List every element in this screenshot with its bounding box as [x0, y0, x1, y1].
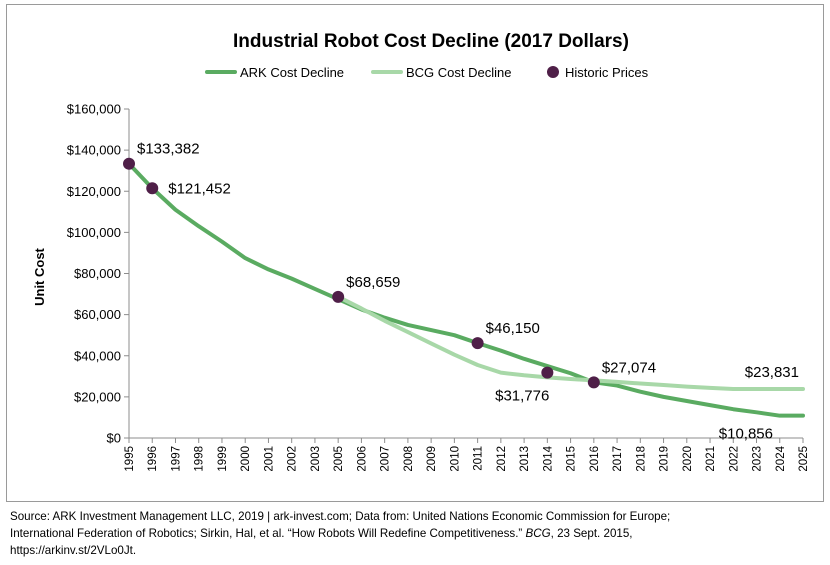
ark-cost-declineline: [127, 161, 805, 418]
source-line-2-date: , 23 Sept. 2015,: [550, 527, 633, 540]
x-tick-label: 2008: [403, 446, 415, 472]
y-axis-title: Unit Cost: [32, 247, 47, 305]
data-label: $27,074: [602, 359, 656, 376]
x-tick-label: 2002: [287, 446, 299, 472]
x-tick-label: 2010: [449, 446, 461, 472]
source-line-3: https://arkinv.st/2VLo0Jt.: [10, 544, 137, 557]
y-tick-label: $20,000: [74, 389, 121, 404]
source-line-1: Source: ARK Investment Management LLC, 2…: [10, 510, 671, 523]
x-tick-label: 2012: [496, 446, 508, 472]
data-labels-layer: $133,382 $121,452 $68,659 $46,150 $31,776 $27…: [137, 141, 799, 443]
data-label: $68,659: [346, 274, 400, 291]
x-tick-label: 2013: [519, 446, 531, 472]
y-tick-label: $140,000: [67, 143, 121, 158]
x-tick-label: 2019: [659, 446, 671, 472]
x-tick-label: 2025: [798, 446, 810, 472]
data-label: $121,452: [168, 180, 231, 197]
x-tick-label: 2020: [682, 446, 694, 472]
legend-label: ARK Cost Decline: [240, 65, 344, 80]
y-tick-label: $160,000: [67, 102, 121, 117]
x-tick-label: 2011: [473, 446, 485, 471]
historic-price-marker: [123, 157, 135, 170]
x-tick-label: 2005: [333, 446, 345, 472]
x-tick-label: 1995: [124, 446, 136, 472]
legend-label: Historic Prices: [565, 65, 649, 80]
x-tick-label: 2017: [612, 446, 624, 472]
y-tick-label: $0: [107, 431, 121, 446]
y-tick-label: $40,000: [74, 348, 121, 363]
x-tick-label: 2003: [310, 446, 322, 472]
y-tick-label: $100,000: [67, 225, 121, 240]
chart-title: Industrial Robot Cost Decline (2017 Doll…: [233, 31, 629, 52]
source-note: Source: ARK Investment Management LLC, 2…: [10, 508, 820, 559]
y-axis: $0 $20,000 $40,000 $60,000 $80,000 $100,000 $1…: [67, 102, 130, 446]
data-label: $31,776: [495, 388, 549, 405]
x-tick-label: 2024: [775, 445, 787, 471]
x-tick-label: 2001: [263, 446, 275, 472]
historic-price-marker: [587, 376, 600, 389]
x-tick-label: 2021: [705, 446, 717, 472]
x-tick-label: 2014: [542, 445, 554, 471]
legend-swatch: [547, 66, 559, 78]
historic-price-marker: [146, 182, 159, 195]
x-tick-label: 1999: [217, 446, 229, 472]
x-tick-label: 2000: [240, 446, 252, 472]
data-label: $23,831: [745, 364, 799, 381]
data-label: $10,856: [719, 426, 773, 443]
data-label: $46,150: [486, 320, 540, 337]
historic-price-marker: [541, 366, 554, 379]
x-tick-label: 2023: [752, 446, 764, 472]
x-tick-label: 2022: [728, 446, 740, 472]
x-tick-label: 2006: [356, 446, 368, 472]
legend: ARK Cost Decline BCG Cost Decline Historic…: [205, 65, 649, 80]
markers-layer: [123, 157, 600, 389]
x-tick-label: 1996: [147, 446, 159, 472]
x-tick-label: 2018: [635, 446, 647, 472]
x-axis: 1995 1996 1997 1998 1999 2000 2001 2002 2003 2005…: [124, 437, 810, 472]
data-label: $133,382: [137, 141, 200, 158]
source-line-2-text: International Federation of Robotics; Si…: [10, 527, 526, 540]
source-publication: BCG: [525, 527, 551, 540]
x-tick-label: 2007: [380, 446, 392, 472]
x-tick-label: 2016: [589, 446, 601, 472]
historic-price-marker: [471, 337, 484, 350]
x-tick-label: 2009: [426, 446, 438, 472]
y-tick-label: $80,000: [74, 266, 121, 281]
x-tick-label: 1998: [194, 446, 206, 472]
y-tick-label: $120,000: [67, 184, 121, 199]
y-tick-label: $60,000: [74, 307, 121, 322]
x-tick-label: 2015: [566, 446, 578, 472]
source-line-2: International Federation of Robotics; Si…: [10, 525, 820, 542]
legend-label: BCG Cost Decline: [406, 65, 511, 80]
series-layer: [127, 161, 805, 418]
bcg-cost-declineline: [336, 294, 805, 391]
historic-price-marker: [332, 290, 345, 303]
chart-frame: Industrial Robot Cost Decline (2017 Doll…: [6, 4, 824, 502]
line-chart: Industrial Robot Cost Decline (2017 Doll…: [32, 31, 810, 472]
x-tick-label: 1997: [170, 446, 182, 472]
